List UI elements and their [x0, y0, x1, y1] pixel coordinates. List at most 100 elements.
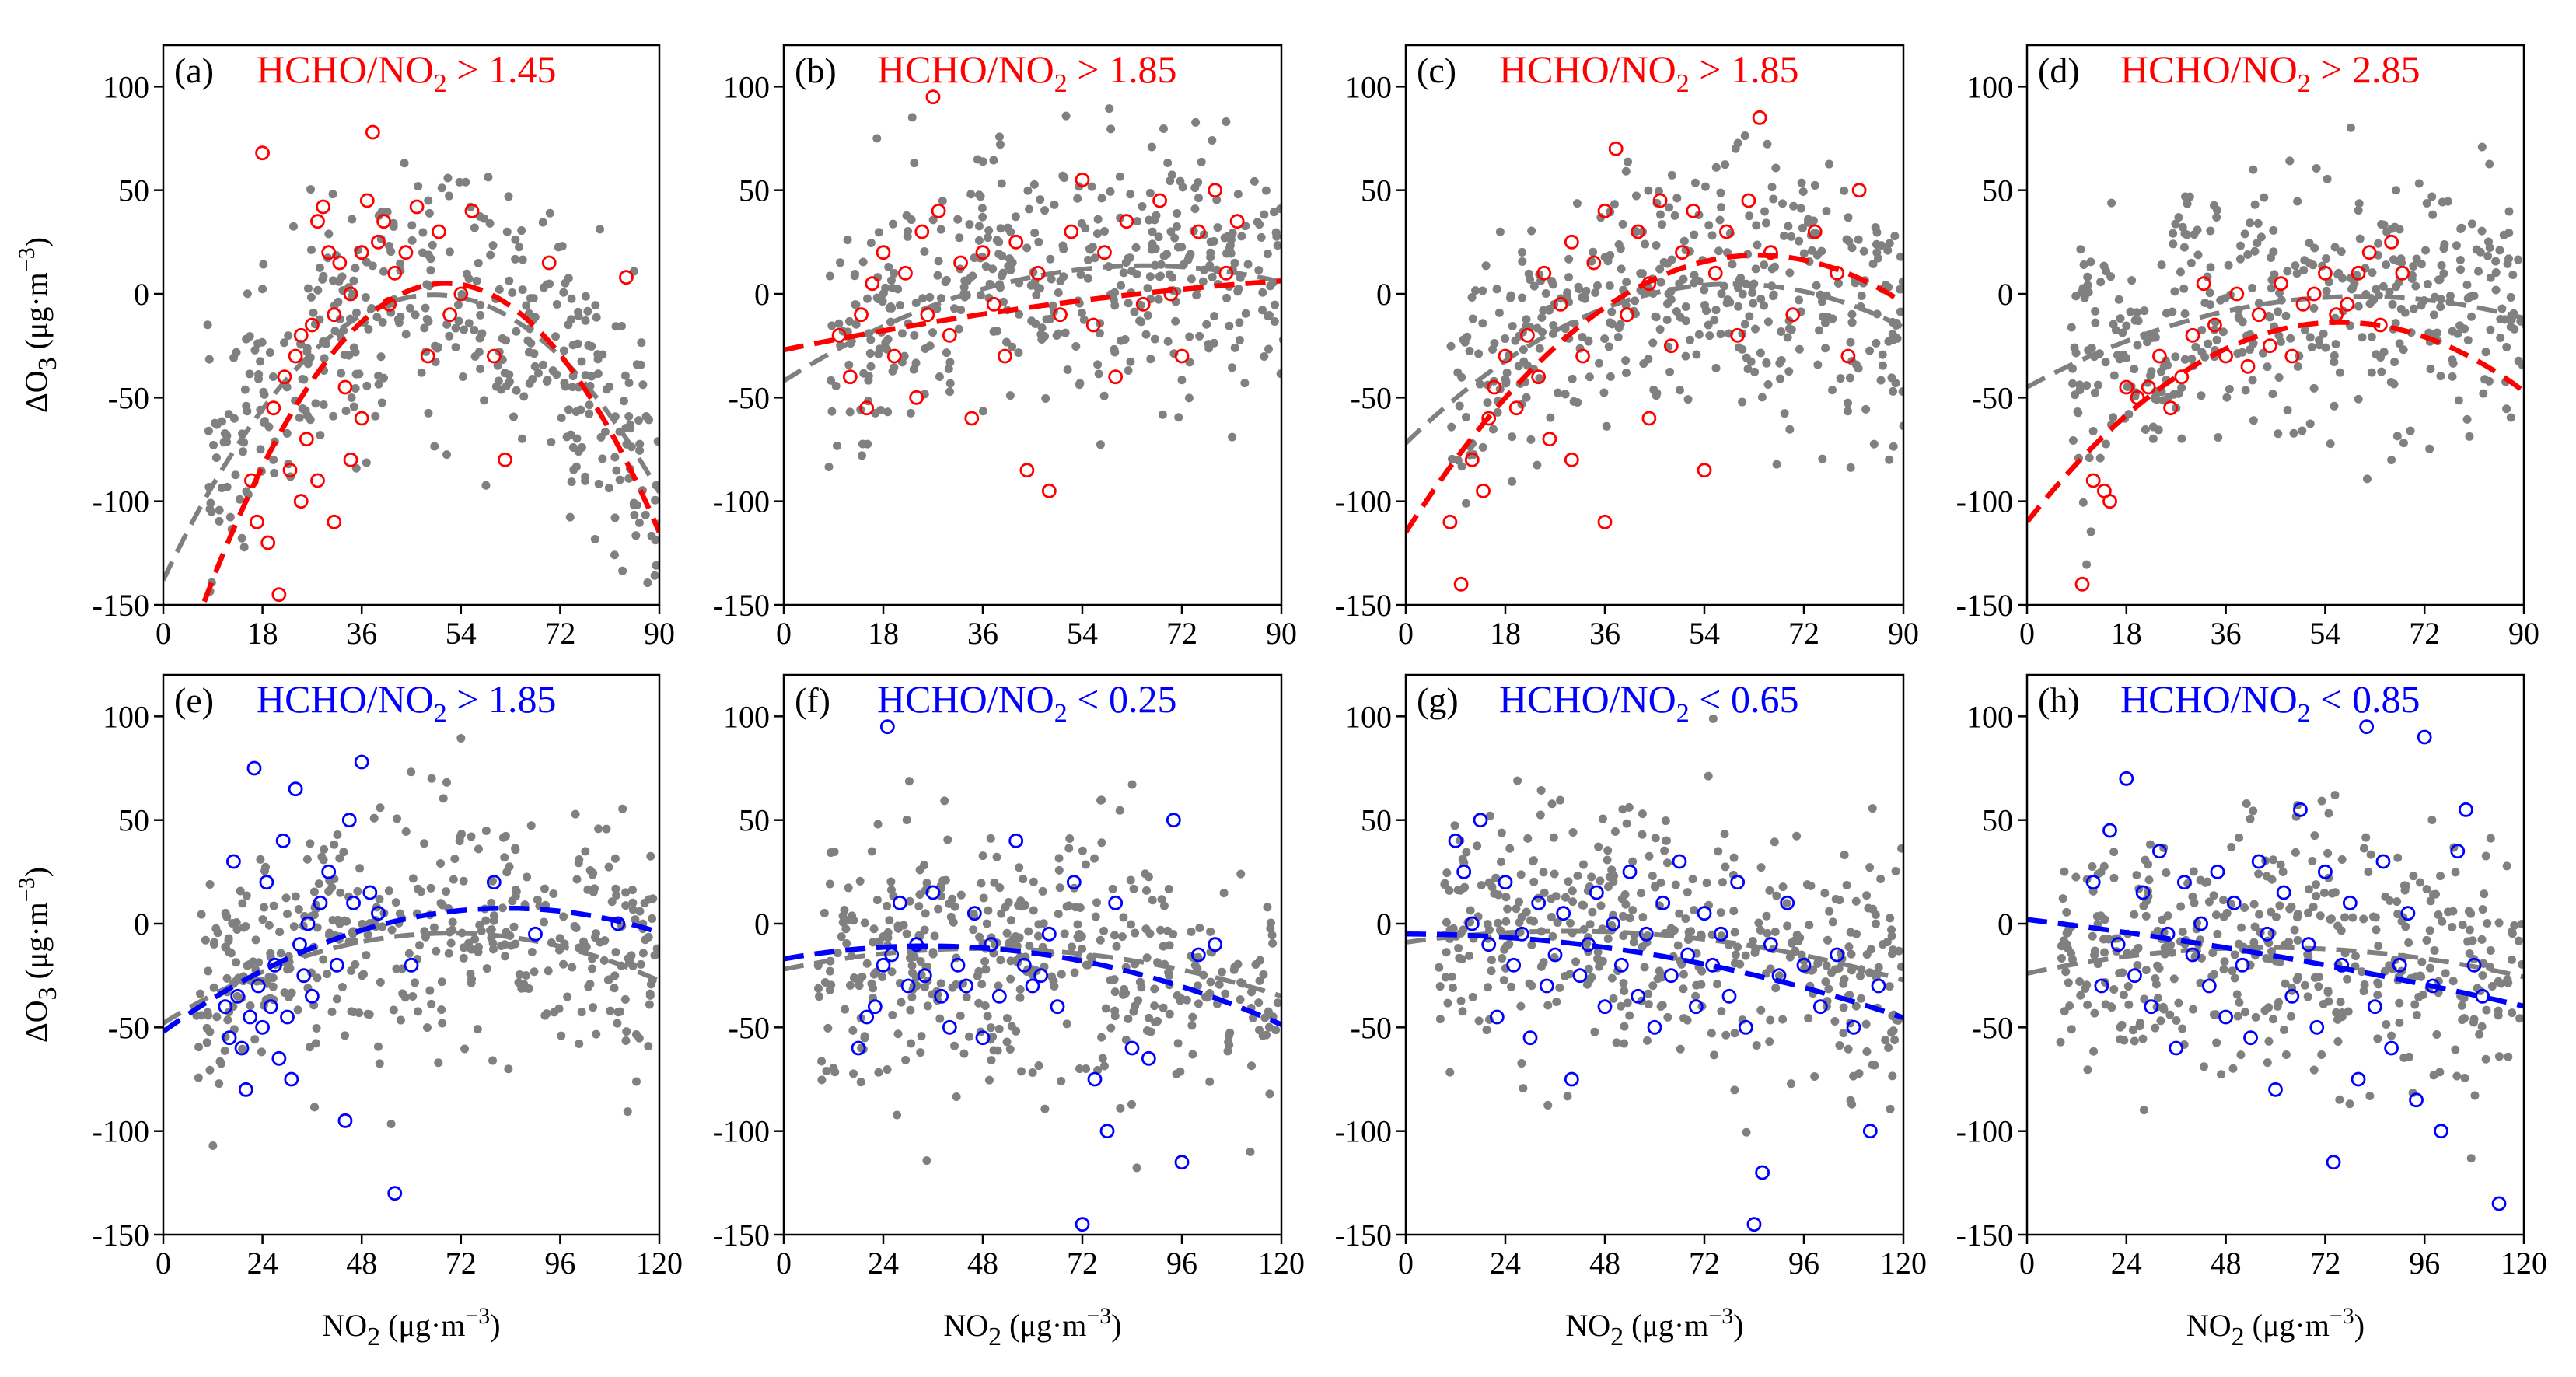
gray-point	[1883, 246, 1893, 255]
gray-point	[2348, 913, 2358, 922]
gray-point	[477, 329, 487, 338]
gray-point	[194, 1073, 203, 1082]
gray-point	[224, 947, 233, 956]
gray-point	[610, 971, 620, 980]
gray-point	[548, 366, 557, 376]
highlight-point	[293, 494, 309, 509]
gray-point	[1846, 337, 1855, 347]
gray-point	[1265, 1089, 1274, 1099]
highlight-point	[218, 999, 233, 1015]
gray-fit-line	[784, 263, 1281, 383]
gray-point	[844, 316, 854, 326]
gray-point	[1862, 950, 1872, 959]
gray-point	[1884, 1043, 1893, 1053]
gray-point	[1083, 960, 1092, 970]
highlight-point	[1476, 483, 1491, 498]
gray-point	[2345, 1099, 2354, 1109]
gray-point	[2382, 227, 2392, 236]
highlight-point	[1174, 348, 1190, 364]
gray-point	[1163, 337, 1173, 346]
gray-point	[1857, 291, 1866, 300]
gray-point	[1120, 334, 1130, 344]
gray-point	[2057, 942, 2066, 951]
gray-point	[1896, 307, 1903, 316]
gray-point	[420, 839, 429, 848]
gray-point	[1551, 892, 1561, 901]
highlight-point	[304, 317, 320, 333]
gray-point	[930, 931, 939, 941]
gray-point	[294, 905, 303, 914]
gray-point	[1886, 1104, 1895, 1113]
highlight-point	[1025, 978, 1040, 994]
gray-point	[362, 458, 371, 467]
gray-point	[1548, 931, 1557, 941]
gray-point	[2426, 963, 2435, 973]
gray-point	[220, 1046, 229, 1055]
gray-point	[1527, 226, 1536, 236]
highlight-point	[1119, 214, 1134, 229]
gray-point	[1591, 288, 1600, 298]
gray-point	[577, 442, 586, 452]
gray-point	[2355, 234, 2365, 243]
gray-point	[1092, 898, 1102, 907]
gray-point	[1656, 1001, 1665, 1011]
gray-point	[849, 1069, 858, 1078]
gray-point	[1014, 348, 1023, 358]
gray-point	[1774, 971, 1784, 980]
gray-point	[2139, 1106, 2148, 1115]
gray-point	[1197, 157, 1206, 166]
gray-point	[915, 865, 924, 875]
gray-point	[1492, 285, 1501, 294]
gray-point	[2292, 269, 2302, 278]
highlight-point	[1489, 1009, 1505, 1025]
y-tick-label: -50	[108, 380, 149, 415]
gray-point	[1543, 1001, 1553, 1010]
x-tick-label: 0	[2019, 616, 2035, 651]
gray-point	[426, 883, 435, 893]
gray-point	[2065, 1001, 2074, 1011]
gray-point	[1568, 828, 1578, 837]
gray-point	[830, 1068, 840, 1077]
highlight-point	[909, 390, 924, 405]
gray-point	[204, 355, 214, 364]
gray-point	[897, 998, 906, 1007]
gray-point	[2248, 283, 2257, 292]
gray-point	[2151, 394, 2160, 404]
gray-point	[881, 283, 890, 292]
gray-point	[1529, 877, 1539, 886]
gray-point	[1143, 311, 1152, 320]
gray-point	[2260, 193, 2269, 202]
gray-point	[451, 323, 460, 333]
gray-point	[1496, 858, 1505, 867]
gray-point	[916, 956, 925, 966]
gray-point	[427, 774, 436, 783]
gray-point	[2321, 343, 2330, 352]
gray-point	[1854, 364, 1863, 373]
highlight-point	[1456, 864, 1472, 879]
highlight-point	[293, 327, 309, 343]
gray-point	[2432, 1030, 2441, 1040]
gray-point	[2116, 1035, 2125, 1044]
highlight-point	[2361, 245, 2377, 260]
gray-point	[1715, 215, 1725, 225]
gray-point	[1569, 397, 1578, 406]
gray-point	[1116, 1103, 1125, 1113]
gray-point	[974, 966, 984, 976]
gray-point	[838, 911, 848, 921]
gray-point	[631, 915, 640, 924]
gray-point	[1125, 253, 1134, 263]
gray-point	[374, 211, 383, 220]
gray-point	[1644, 1000, 1653, 1009]
gray-point	[2439, 269, 2448, 278]
gray-point	[956, 890, 966, 900]
gray-point	[2467, 312, 2476, 321]
panel-label: (h)	[2038, 680, 2080, 720]
gray-point	[895, 301, 904, 310]
gray-point	[311, 399, 320, 408]
x-tick-label: 18	[868, 616, 899, 651]
highlight-point	[859, 400, 875, 416]
gray-point	[1603, 855, 1612, 865]
gray-point	[238, 1044, 247, 1054]
gray-point	[1812, 250, 1822, 260]
gray-point	[2232, 990, 2242, 999]
